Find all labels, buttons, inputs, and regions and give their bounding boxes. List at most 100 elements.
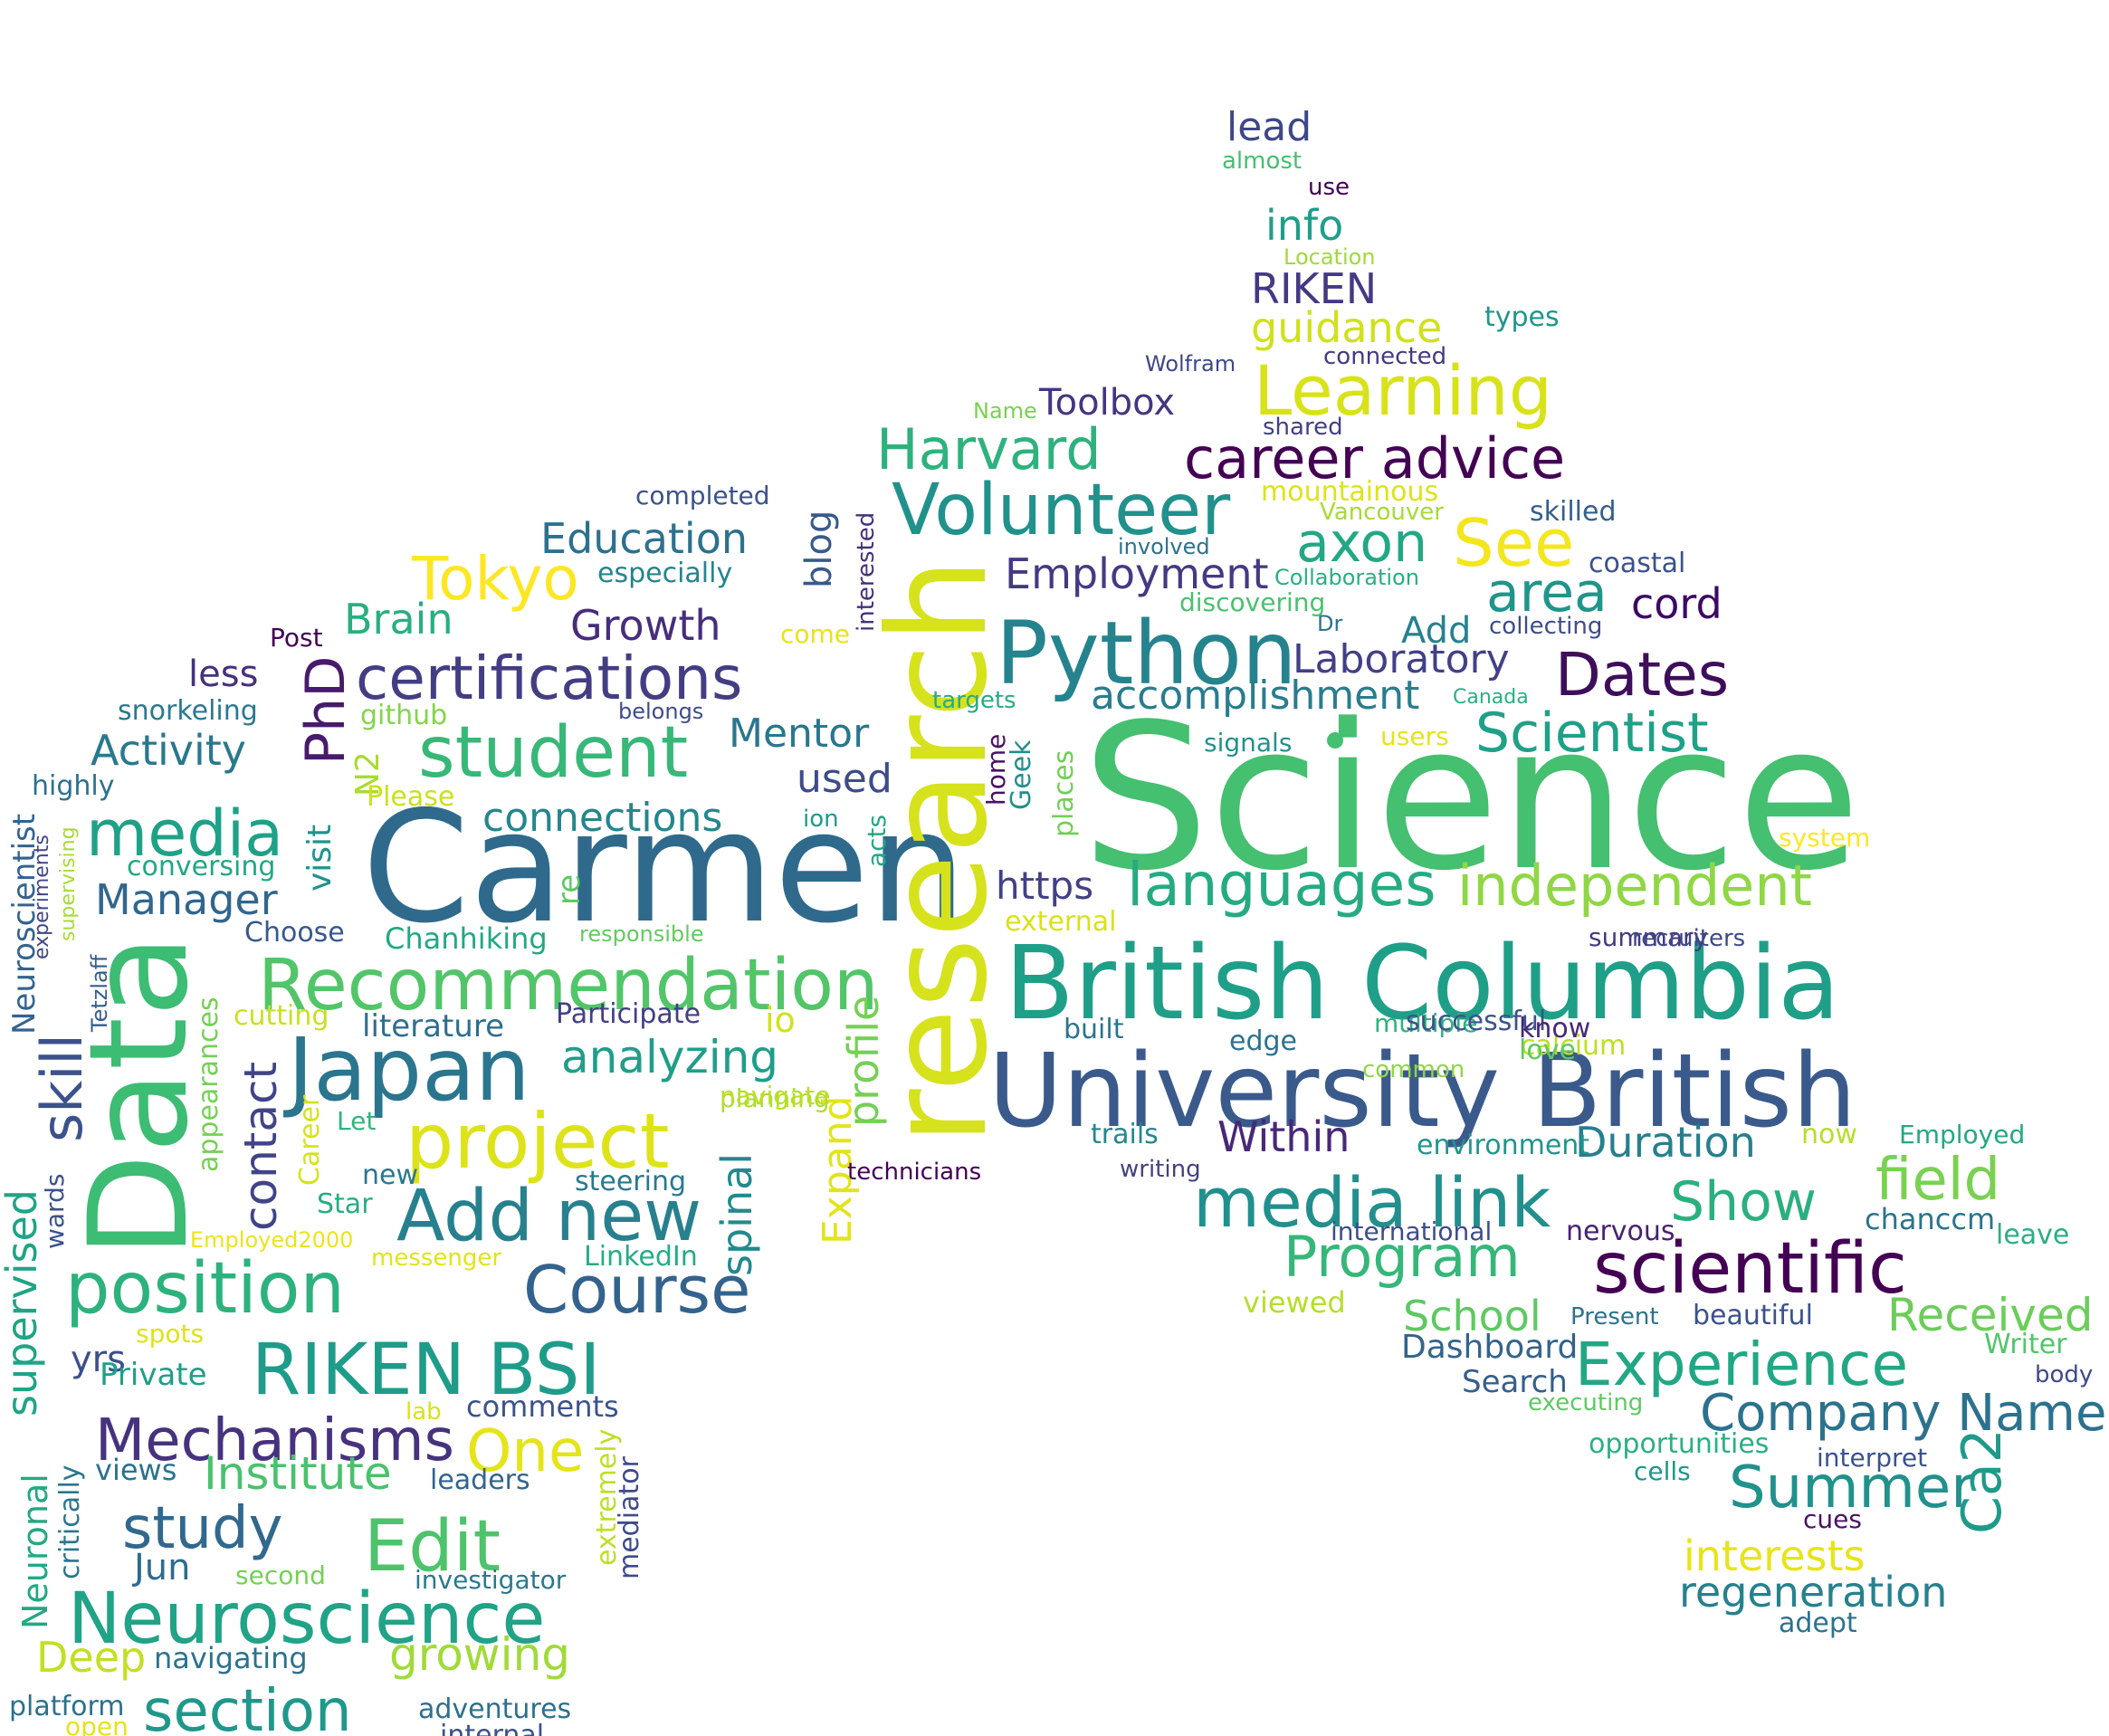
cloud-word: collecting xyxy=(1489,613,1602,640)
cloud-word: Choose xyxy=(244,917,345,949)
cloud-word: Search xyxy=(1462,1364,1568,1400)
cloud-word: io xyxy=(765,1000,796,1040)
cloud-word: used xyxy=(797,756,892,802)
cloud-word: platform xyxy=(9,1691,124,1722)
cloud-word: Volunteer xyxy=(892,470,1231,551)
cloud-word: scientific xyxy=(1593,1228,1907,1310)
cloud-word: viewed xyxy=(1243,1285,1346,1320)
cloud-word: student xyxy=(418,712,688,794)
cloud-word: home xyxy=(981,734,1011,806)
cloud-word: appearances xyxy=(193,997,224,1172)
cloud-word: Scientist xyxy=(1475,701,1709,765)
cloud-word: supervised xyxy=(0,1189,46,1416)
cloud-word: project xyxy=(406,1097,670,1186)
cloud-word: Neuronal xyxy=(15,1474,55,1629)
cloud-word: types xyxy=(1484,301,1560,333)
cloud-word: connections xyxy=(482,795,722,841)
cloud-word: multiple xyxy=(1374,1008,1477,1038)
cloud-word: spots xyxy=(136,1319,204,1349)
cloud-word: places xyxy=(1048,750,1080,837)
cloud-word: https xyxy=(996,863,1093,908)
cloud-word: Tetzlaff xyxy=(87,954,112,1033)
cloud-word: Education xyxy=(540,514,748,563)
cloud-word: github xyxy=(360,700,447,731)
cloud-word: cord xyxy=(1631,579,1723,628)
cloud-word: Neuroscience xyxy=(68,1579,545,1660)
cloud-word: Laboratory xyxy=(1293,636,1510,682)
cloud-word: wards xyxy=(40,1174,70,1249)
cloud-word: skilled xyxy=(1530,496,1617,528)
cloud-word: media xyxy=(86,796,283,871)
cloud-word: love xyxy=(1519,1035,1576,1066)
cloud-word: certifications xyxy=(356,644,742,713)
cloud-word: Post xyxy=(270,623,323,653)
cloud-word: N2 xyxy=(349,751,386,796)
cloud-word: Ca2 xyxy=(1951,1428,2014,1534)
cloud-word: Duration xyxy=(1575,1118,1756,1167)
cloud-word: involved xyxy=(1118,534,1210,559)
cloud-word: See xyxy=(1453,505,1574,581)
cloud-word: Learning xyxy=(1254,350,1552,431)
cloud-word: guidance xyxy=(1251,303,1442,352)
cloud-word: Private xyxy=(100,1357,207,1393)
cloud-word: Collaboration xyxy=(1274,565,1419,590)
cloud-word: responsible xyxy=(579,921,704,947)
cloud-word: environment xyxy=(1417,1130,1589,1161)
cloud-word: belongs xyxy=(618,699,703,724)
cloud-word: Name xyxy=(973,398,1037,424)
cloud-word: School xyxy=(1403,1292,1541,1340)
cloud-word: targets xyxy=(932,687,1016,714)
cloud-word: RIKEN xyxy=(1251,264,1377,313)
cloud-word: successful xyxy=(1406,1006,1546,1037)
cloud-word: leaders xyxy=(430,1464,530,1496)
cloud-word: Program xyxy=(1284,1224,1521,1290)
cloud-word: interests xyxy=(1684,1531,1865,1580)
cloud-word: Brain xyxy=(344,595,453,644)
cloud-word: study xyxy=(122,1495,283,1562)
cloud-word: lead xyxy=(1226,104,1312,150)
cloud-word: critically xyxy=(54,1464,86,1579)
cloud-word: Geek xyxy=(1006,739,1037,810)
cloud-word: recruiters xyxy=(1632,925,1745,952)
cloud-word: Company Name xyxy=(1700,1384,2106,1443)
cloud-word: edge xyxy=(1229,1025,1297,1057)
cloud-word: completed xyxy=(635,481,770,510)
cloud-word: analyzing xyxy=(561,1031,778,1083)
cloud-word: interpret xyxy=(1817,1443,1927,1473)
cloud-word: built xyxy=(1064,1014,1124,1045)
cloud-word: Within xyxy=(1217,1112,1350,1161)
cloud-word: Received xyxy=(1887,1289,2094,1341)
cloud-word: Course xyxy=(523,1252,750,1328)
cloud-word: field xyxy=(1875,1147,2000,1214)
cloud-word: connected xyxy=(1323,343,1446,370)
cloud-word: trails xyxy=(1091,1119,1159,1150)
cloud-word: new xyxy=(362,1159,418,1191)
cloud-word: Mechanisms xyxy=(95,1407,454,1474)
cloud-word: position xyxy=(65,1248,345,1330)
cloud-word: writing xyxy=(1120,1156,1201,1183)
cloud-word: mediator xyxy=(614,1455,645,1579)
cloud-word: adept xyxy=(1779,1607,1857,1639)
cloud-word: axon xyxy=(1296,511,1427,575)
cloud-word: international xyxy=(1331,1216,1492,1246)
cloud-word: conversing xyxy=(127,851,275,882)
cloud-word: come xyxy=(780,619,850,649)
cloud-word: nervous xyxy=(1566,1216,1675,1247)
cloud-word: Show xyxy=(1670,1170,1817,1234)
cloud-word: research xyxy=(860,558,1017,1145)
cloud-word: now xyxy=(1801,1119,1857,1150)
cloud-word: external xyxy=(1005,906,1116,938)
cloud-word: media link xyxy=(1193,1162,1551,1243)
cloud-word: Japan xyxy=(283,1019,530,1121)
cloud-word: languages xyxy=(1127,850,1436,920)
cloud-word: views xyxy=(95,1453,177,1487)
cloud-word: Manager xyxy=(95,875,278,924)
cloud-word: Canada xyxy=(1453,686,1529,709)
cloud-word: know xyxy=(1519,1013,1590,1044)
cloud-word: second xyxy=(235,1560,326,1590)
cloud-word: Vancouver xyxy=(1320,499,1444,526)
cloud-word: skill xyxy=(29,1034,95,1142)
cloud-word: Dashboard xyxy=(1401,1329,1578,1366)
cloud-word: literature xyxy=(362,1008,504,1044)
cloud-word: Writer xyxy=(1984,1329,2067,1360)
